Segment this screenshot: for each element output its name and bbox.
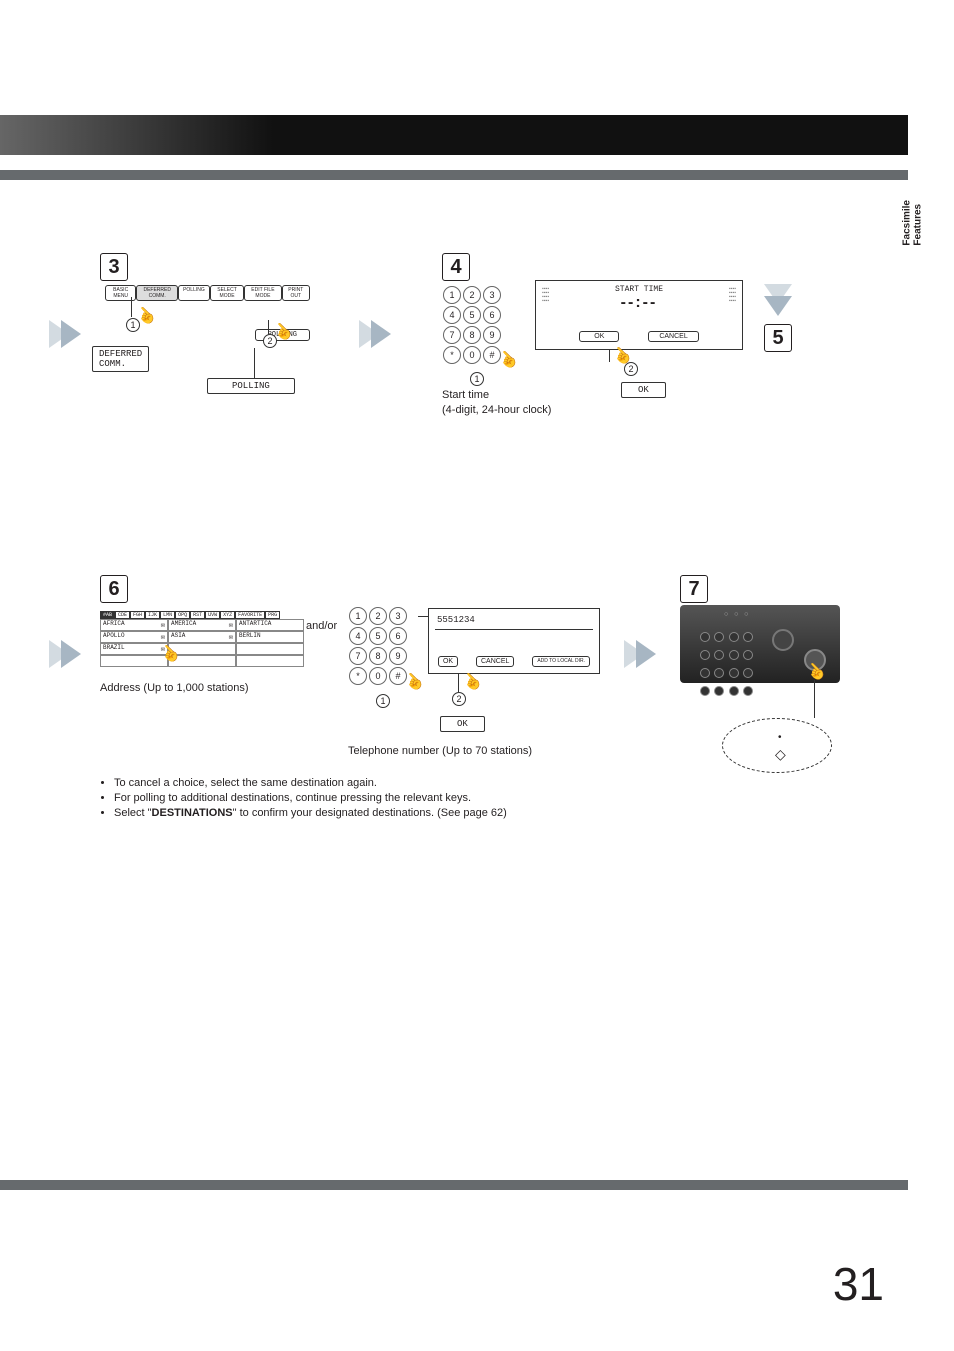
start-diamond-icon: ◇ xyxy=(775,746,786,763)
connector-line xyxy=(254,348,255,378)
lcd-title: START TIME xyxy=(536,285,742,294)
step3-callout-deferred: DEFERREDCOMM. xyxy=(92,346,149,372)
step-6-badge: 6 xyxy=(100,575,128,603)
step6-callout-num-2: 2 xyxy=(452,692,466,706)
section-tab-label: FacsimileFeatures xyxy=(902,200,924,246)
connector-line xyxy=(609,350,610,362)
step3-callout-polling: POLLING xyxy=(207,378,295,394)
tel-cancel: CANCEL xyxy=(476,656,514,667)
step6-tel-caption: Telephone number (Up to 70 stations) xyxy=(348,745,532,757)
step6-tel-lcd: 5551234 OK CANCEL ADD TO LOCAL DIR. xyxy=(428,608,600,674)
tel-add: ADD TO LOCAL DIR. xyxy=(532,656,590,667)
connector-line xyxy=(814,680,815,718)
connector-line xyxy=(131,297,132,317)
lcd-time: --:-- xyxy=(536,294,742,312)
step6-and-or: and/or xyxy=(306,620,337,632)
start-dot: • xyxy=(778,732,782,743)
lcd-ok: OK xyxy=(579,331,619,342)
step4-caption-1: Start time xyxy=(442,389,489,401)
menu-select: SELECT MODE xyxy=(210,285,245,301)
header-bar-light xyxy=(0,170,908,180)
step4-lcd: START TIME --:-- ▪▪▪▪▪▪▪▪▪▪▪▪▪▪▪▪ ▪▪▪▪▪▪… xyxy=(535,280,743,350)
bullet-1: To cancel a choice, select the same dest… xyxy=(114,776,570,791)
step-5-badge: 5 xyxy=(764,324,792,352)
step4-keypad: 123 456 789 *0# xyxy=(442,285,502,365)
step6-address-table: #AB CDE FGH IJK LMN OPQ RST UVW XYZ FAVO… xyxy=(100,611,304,667)
step4-caption-2: (4-digit, 24-hour clock) xyxy=(442,404,551,416)
connector-line xyxy=(458,674,459,692)
step6-callout-ok: OK xyxy=(440,716,485,732)
step6-addr-caption: Address (Up to 1,000 stations) xyxy=(100,682,249,694)
instruction-bullets: To cancel a choice, select the same dest… xyxy=(100,776,570,821)
step6-callout-num-1: 1 xyxy=(376,694,390,708)
menu-printout: PRINT OUT xyxy=(282,285,310,301)
step4-callout-num-1: 1 xyxy=(470,372,484,386)
step6-keypad: 123 456 789 *0# xyxy=(348,606,408,686)
menu-deferred: DEFERRED COMM. xyxy=(136,285,178,301)
footer-bar xyxy=(0,1180,908,1190)
step-4-badge: 4 xyxy=(442,253,470,281)
connector-line xyxy=(418,616,428,617)
tel-ok: OK xyxy=(438,656,458,667)
lcd-cancel: CANCEL xyxy=(648,331,698,342)
step-3-badge: 3 xyxy=(100,253,128,281)
page-number: 31 xyxy=(833,1257,884,1311)
bullet-2: For polling to additional destinations, … xyxy=(114,791,570,806)
connector-line xyxy=(268,320,269,334)
bullet-3: Select "DESTINATIONS" to confirm your de… xyxy=(114,806,570,821)
menu-editfile: EDIT FILE MODE xyxy=(244,285,281,301)
header-bar-dark xyxy=(0,115,908,155)
lcd-phone: 5551234 xyxy=(437,615,599,625)
step-7-badge: 7 xyxy=(680,575,708,603)
step4-callout-ok: OK xyxy=(621,382,666,398)
section-tab-text: FacsimileFeatures xyxy=(902,200,924,246)
menu-polling-adv: POLLING xyxy=(178,285,210,301)
